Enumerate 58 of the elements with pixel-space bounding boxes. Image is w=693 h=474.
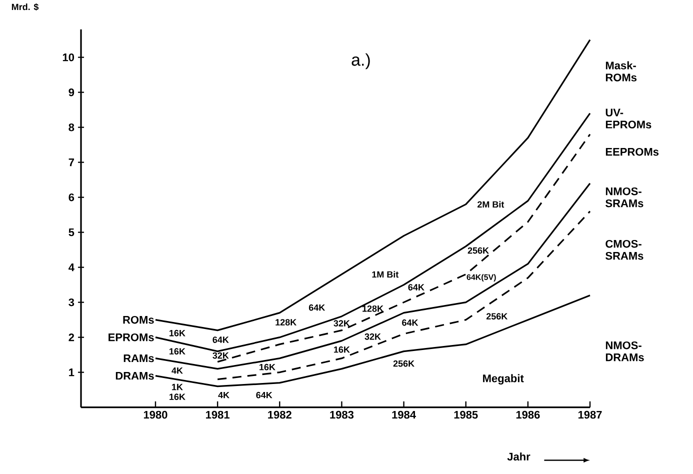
text: a.) bbox=[352, 53, 370, 69]
y-tick-label: 2 bbox=[68, 333, 74, 342]
annotation: 16K bbox=[334, 346, 350, 353]
annotation: 64K(5V) bbox=[466, 274, 496, 282]
annotation: 32K bbox=[212, 352, 229, 359]
annotation: 256K bbox=[393, 360, 414, 367]
annotation: 1M Bit bbox=[372, 270, 399, 278]
y-axis-title: Mrd. $ bbox=[12, 3, 39, 11]
annotation: 64K bbox=[402, 319, 418, 326]
x-tick-label: 1983 bbox=[330, 410, 354, 419]
x-tick-label: 1981 bbox=[206, 410, 230, 418]
x-tick-label: 1980 bbox=[144, 410, 168, 418]
annotation: 64K bbox=[408, 284, 424, 290]
x-tick-label: 1986 bbox=[516, 410, 540, 418]
y-tick-label: 3 bbox=[68, 298, 74, 306]
series-label: EPROMs bbox=[108, 333, 154, 342]
annotation: 1K bbox=[172, 384, 183, 390]
annotation: 256K bbox=[468, 247, 489, 254]
annotation: Megabit bbox=[483, 374, 524, 384]
text: NMOS-DRAMs bbox=[606, 341, 644, 362]
annotation: 4K bbox=[172, 367, 183, 374]
x-tick-label: 1982 bbox=[268, 410, 292, 418]
annotation: 128K bbox=[276, 318, 297, 326]
annotation: 256K bbox=[486, 312, 508, 320]
annotation: 4K bbox=[218, 392, 230, 398]
annotation: 64K bbox=[256, 392, 272, 398]
y-tick-label: 7 bbox=[68, 158, 74, 166]
x-tick-label: 1984 bbox=[392, 410, 416, 418]
y-tick-label: 9 bbox=[68, 88, 74, 96]
annotation: 128K bbox=[362, 305, 384, 312]
y-tick-label: 10 bbox=[62, 53, 74, 62]
y-tick-label: 8 bbox=[68, 123, 74, 132]
y-tick-label: 6 bbox=[68, 193, 74, 202]
text: NMOS-SRAMs bbox=[606, 187, 644, 208]
text: CMOS-SRAMs bbox=[606, 240, 644, 260]
annotation: 64K bbox=[212, 336, 229, 343]
series-label: RAMs bbox=[124, 354, 154, 362]
line-series bbox=[154, 182, 591, 370]
annotation: 32K bbox=[364, 333, 381, 340]
annotation: 16K bbox=[170, 330, 186, 336]
series-label: ROMs bbox=[123, 316, 154, 324]
y-tick-label: 5 bbox=[68, 228, 74, 236]
x-tick-label: 1987 bbox=[578, 410, 602, 418]
annotation: 16K bbox=[170, 393, 186, 400]
y-tick-label: 1 bbox=[69, 368, 74, 376]
line-series bbox=[154, 38, 591, 331]
text: Mask-ROMs bbox=[606, 61, 637, 82]
annotation: 2M Bit bbox=[478, 200, 504, 208]
text: UV-EPROMs bbox=[606, 108, 652, 128]
annotation: 16K bbox=[170, 348, 186, 354]
annotation: 64K bbox=[308, 304, 326, 311]
x-axis-title: Jahr bbox=[507, 452, 530, 460]
text: EEPROMs bbox=[606, 148, 659, 156]
annotation: 16K bbox=[260, 364, 276, 370]
series-label: DRAMs bbox=[116, 372, 154, 380]
x-tick-label: 1985 bbox=[454, 410, 478, 418]
annotation: 32K bbox=[334, 320, 350, 326]
y-tick-label: 4 bbox=[68, 263, 74, 271]
